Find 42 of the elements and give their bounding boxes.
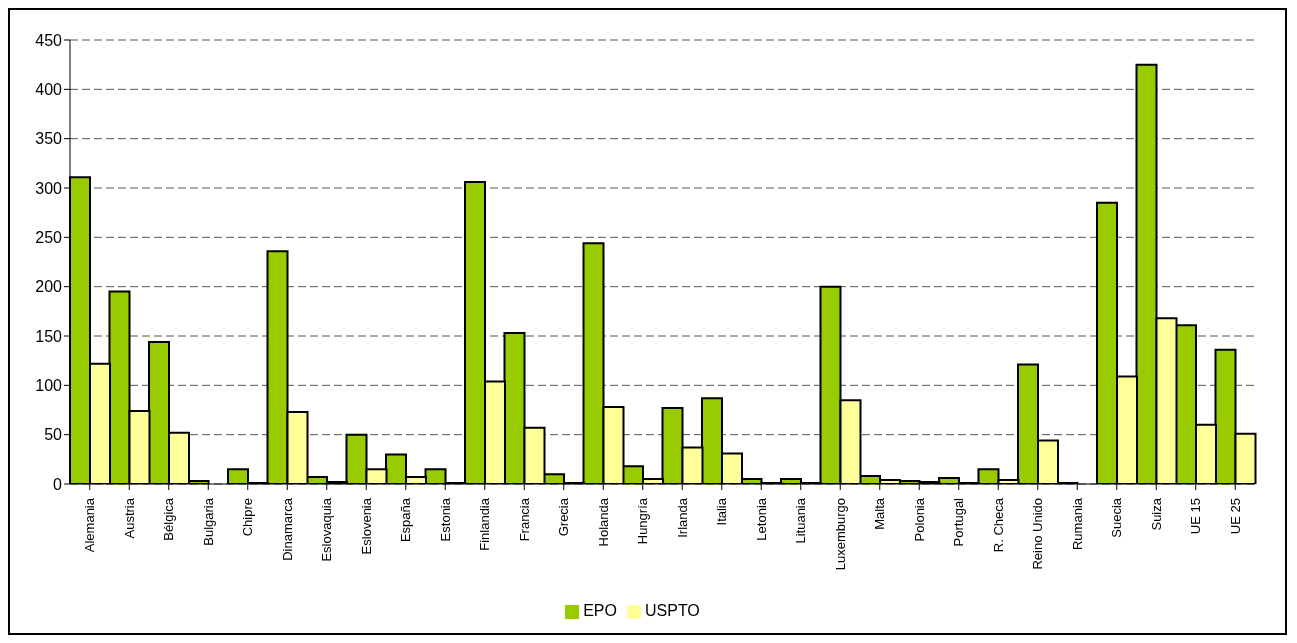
legend-label: EPO [583, 602, 617, 619]
x-tick-label: UE 15 [1188, 498, 1204, 535]
x-tick-label: Suecia [1109, 497, 1125, 538]
y-tick-label: 150 [35, 327, 63, 345]
x-tick-label: Holanda [595, 497, 611, 547]
x-tick-label: Polonia [911, 497, 927, 542]
y-tick-label: 100 [35, 377, 63, 395]
x-tick-label: Austria [121, 497, 137, 539]
y-tick-label: 450 [35, 31, 63, 49]
x-tick-label: Chipre [240, 498, 256, 537]
y-tick-label: 350 [35, 130, 63, 148]
x-tick-label: Eslovenia [358, 497, 374, 555]
x-tick-label: Grecia [556, 497, 572, 537]
x-tick-label: R. Checa [990, 497, 1006, 553]
x-tick-label: Irlanda [674, 497, 690, 538]
x-tick-label: Malta [872, 497, 888, 530]
y-tick-label: 250 [35, 229, 63, 247]
x-tick-label: Bulgaria [200, 497, 216, 546]
y-tick-label: 300 [35, 179, 63, 197]
x-tick-label: Alemania [82, 497, 98, 553]
x-tick-label: UE 25 [1227, 498, 1243, 535]
x-tick-label: Portugal [951, 497, 967, 547]
x-tick-label: Rumania [1069, 497, 1085, 551]
x-tick-label: Reino Unido [1030, 498, 1046, 570]
x-tick-label: Suiza [1148, 497, 1164, 531]
y-tick-label: 400 [35, 81, 63, 99]
legend-label: USPTO [644, 602, 700, 619]
y-tick-label: 50 [44, 426, 63, 444]
x-tick-label: Estonia [437, 497, 453, 542]
x-tick-label: España [398, 497, 414, 543]
x-tick-label: Hungría [635, 497, 651, 545]
x-tick-label: Finlandia [477, 497, 493, 551]
x-tick-label: Lituania [793, 497, 809, 544]
y-tick-label: 200 [35, 278, 63, 296]
y-tick-label: 0 [53, 475, 63, 493]
x-tick-label: Letonia [753, 497, 769, 541]
x-tick-label: Eslovaquia [319, 497, 335, 562]
x-tick-label: Dinamarca [279, 497, 295, 561]
x-tick-label: Luxemburgo [832, 498, 848, 571]
x-tick-label: Italia [714, 497, 730, 526]
x-tick-label: Francia [516, 497, 532, 542]
x-tick-label: Bélgica [161, 497, 177, 541]
